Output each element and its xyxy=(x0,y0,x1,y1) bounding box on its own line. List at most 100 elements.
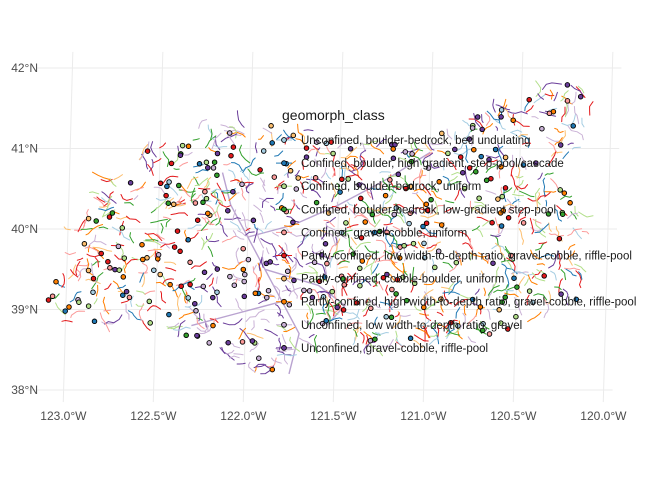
stream-segment xyxy=(284,223,300,228)
stream-segment xyxy=(453,148,474,156)
stream-segment xyxy=(562,288,569,306)
site-point xyxy=(206,340,212,346)
site-point xyxy=(62,308,68,314)
site-point xyxy=(127,180,134,186)
site-point xyxy=(325,210,332,216)
stream-segment xyxy=(207,246,214,257)
site-point xyxy=(146,298,153,305)
site-point xyxy=(452,146,458,153)
stream-segment xyxy=(322,309,339,315)
site-point xyxy=(192,300,198,307)
stream-segment xyxy=(253,204,262,212)
stream-segment xyxy=(459,312,466,330)
site-point xyxy=(306,288,313,294)
stream-segment xyxy=(418,230,437,238)
stream-segment xyxy=(143,240,161,246)
stream-segment xyxy=(380,200,386,211)
site-point xyxy=(498,320,504,326)
stream-segment xyxy=(544,172,554,176)
stream-segment xyxy=(85,224,104,236)
stream-segment xyxy=(567,125,584,141)
stream-segment xyxy=(387,298,393,307)
site-point xyxy=(194,332,200,339)
stream-segment xyxy=(560,195,573,200)
stream-segment xyxy=(162,278,174,285)
stream-segment xyxy=(548,250,560,269)
stream-segment xyxy=(334,201,339,213)
stream-segment xyxy=(581,231,590,235)
stream-segment xyxy=(168,203,186,210)
stream-segment xyxy=(419,313,430,316)
stream-segment xyxy=(99,312,110,333)
stream-segment xyxy=(242,157,256,173)
site-point xyxy=(557,142,564,148)
legend-title: geomorph_class xyxy=(282,107,385,123)
stream-segment xyxy=(554,208,562,222)
stream-segment xyxy=(178,311,194,320)
stream-segment xyxy=(480,270,484,279)
stream-segment xyxy=(104,314,123,325)
stream-segment xyxy=(164,261,177,265)
site-point xyxy=(496,307,502,313)
stream-segment xyxy=(359,149,367,165)
site-point xyxy=(530,299,536,306)
site-point xyxy=(256,355,262,361)
stream-segment xyxy=(80,228,93,230)
stream-segment xyxy=(481,114,484,123)
stream-segment xyxy=(363,140,379,146)
stream-segment xyxy=(534,223,550,234)
stream-segment xyxy=(64,252,76,256)
stream-segment xyxy=(87,234,97,249)
site-point xyxy=(66,304,72,310)
site-point xyxy=(497,210,504,216)
legend-key-point xyxy=(281,252,287,259)
stream-segment xyxy=(574,263,587,273)
stream-segment xyxy=(194,177,209,187)
site-point xyxy=(393,291,399,297)
stream-segment xyxy=(271,357,282,364)
site-point xyxy=(290,219,296,226)
stream-segment xyxy=(333,238,341,255)
stream-segment xyxy=(195,169,209,174)
stream-segment xyxy=(388,249,401,254)
stream-segment xyxy=(198,327,212,335)
stream-segment xyxy=(396,337,403,347)
stream-segment xyxy=(558,278,563,293)
stream-segment xyxy=(467,336,476,343)
site-point xyxy=(541,273,547,279)
site-point xyxy=(167,281,173,288)
stream-segment xyxy=(441,286,454,291)
stream-segment xyxy=(129,232,135,244)
stream-segment xyxy=(436,311,444,316)
legend-entry-label: Partly-confined, low width-to-depth rati… xyxy=(301,251,632,263)
stream-segment xyxy=(306,176,313,190)
site-point xyxy=(455,323,461,329)
stream-segment xyxy=(283,326,296,333)
site-point xyxy=(210,294,216,301)
stream-segment xyxy=(206,273,213,280)
stream-segment xyxy=(413,339,423,349)
stream-segment xyxy=(223,162,231,166)
stream-segment xyxy=(258,300,267,304)
site-point xyxy=(239,339,246,345)
site-point xyxy=(249,338,256,344)
stream-segment xyxy=(196,316,205,330)
site-point xyxy=(486,331,493,337)
stream-segment xyxy=(518,206,528,218)
stream-segment xyxy=(526,294,530,305)
stream-segment xyxy=(241,212,251,232)
stream-segment xyxy=(245,183,254,189)
stream-segment xyxy=(192,138,200,141)
site-point xyxy=(383,314,389,320)
site-point xyxy=(85,215,92,222)
stream-segment xyxy=(233,353,244,356)
stream-segment xyxy=(419,271,425,280)
site-point xyxy=(185,143,192,149)
stream-segment xyxy=(388,301,398,310)
stream-segment xyxy=(411,209,417,215)
site-point xyxy=(187,259,193,266)
stream-segment xyxy=(160,290,167,304)
stream-segment xyxy=(244,231,255,236)
stream-segment xyxy=(219,223,228,237)
stream-segment xyxy=(187,224,202,229)
